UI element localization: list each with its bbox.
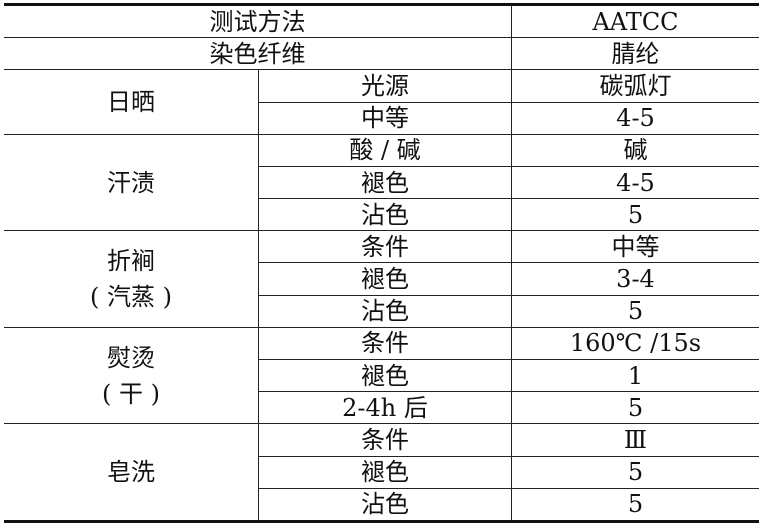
test-value: 4-5	[511, 165, 759, 200]
test-value: 5	[511, 455, 759, 489]
table-row: 熨烫 ( 干 ) 条件 160℃ /15s	[4, 326, 759, 425]
header-value: 腈纶	[511, 37, 759, 71]
test-item: 沾色	[258, 198, 512, 232]
test-value: 碱	[511, 133, 759, 167]
test-item: 条件	[258, 230, 512, 264]
test-group-name: 皂洗	[4, 423, 259, 522]
table-row: 褪色 3-4	[4, 262, 759, 296]
test-item: 沾色	[258, 487, 512, 523]
test-value: 3-4	[511, 262, 759, 296]
header-value: AATCC	[511, 3, 759, 39]
test-group-name: 熨烫 ( 干 )	[4, 326, 259, 425]
header-label: 测试方法	[4, 3, 512, 39]
test-group-name: 折裥 ( 汽蒸 )	[4, 230, 259, 328]
test-item: 褪色	[258, 455, 512, 489]
table-row: 中等 4-5	[4, 101, 759, 135]
test-item: 褪色	[258, 165, 512, 200]
test-value: 5	[511, 198, 759, 232]
group-name: 汗渍	[107, 168, 155, 197]
table-row: 沾色 5	[4, 487, 759, 523]
table-row: 折裥 ( 汽蒸 ) 条件 中等	[4, 230, 759, 328]
group-name-sub: ( 汽蒸 )	[90, 283, 172, 312]
group-name: 折裥	[107, 247, 155, 276]
test-item: 沾色	[258, 294, 512, 328]
test-item: 褪色	[258, 262, 512, 296]
test-item: 中等	[258, 101, 512, 135]
test-item: 光源	[258, 69, 512, 103]
test-value: 1	[511, 358, 759, 393]
test-value: 中等	[511, 230, 759, 264]
test-group-name: 日晒	[4, 69, 259, 135]
group-name: 日晒	[107, 88, 155, 117]
test-value: 5	[511, 487, 759, 523]
header-row: 染色纤维 腈纶	[4, 37, 759, 71]
test-item: 褪色	[258, 358, 512, 393]
test-value: Ⅲ	[511, 423, 759, 457]
group-name-sub: ( 干 )	[102, 379, 160, 408]
test-value: 碳弧灯	[511, 69, 759, 103]
test-item: 条件	[258, 423, 512, 457]
test-value: 5	[511, 391, 759, 425]
fastness-table: 测试方法 AATCC 染色纤维 腈纶 日晒 光源 碳弧灯 中等 4-5 汗渍酸 / 碱碱褪色 4-5…	[4, 3, 759, 523]
header-label: 染色纤维	[4, 37, 512, 71]
table-row: 褪色 4-5	[4, 165, 759, 200]
test-value: 160℃ /15s	[511, 326, 759, 361]
table-row: 皂洗 条件 Ⅲ	[4, 423, 759, 522]
test-item: 酸 / 碱	[258, 133, 512, 167]
test-item: 2-4h 后	[258, 391, 512, 425]
group-name: 皂洗	[107, 458, 155, 487]
group-name: 熨烫	[107, 343, 155, 372]
table-row: 褪色 5	[4, 455, 759, 489]
test-value: 4-5	[511, 101, 759, 135]
table-row: 沾色 5	[4, 294, 759, 328]
test-item: 条件	[258, 326, 512, 361]
table-row: 汗渍 酸 / 碱碱	[4, 133, 759, 232]
test-value: 5	[511, 294, 759, 328]
header-row: 测试方法 AATCC	[4, 3, 759, 39]
test-group-name: 汗渍	[4, 133, 259, 232]
table-row: 日晒 光源 碳弧灯	[4, 69, 759, 135]
